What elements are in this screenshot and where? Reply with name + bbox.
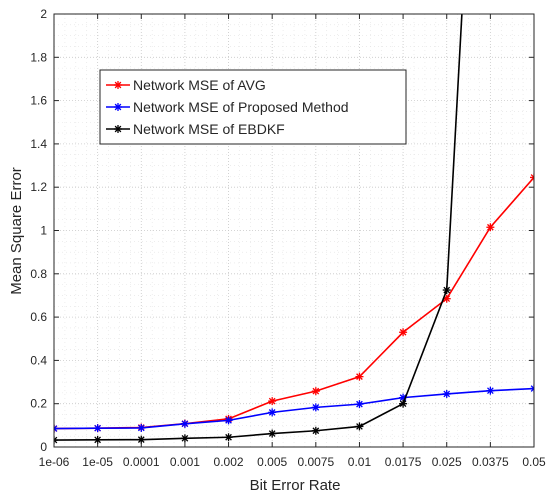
legend-label: Network MSE of Proposed Method — [133, 99, 349, 115]
x-tick-label: 0.0375 — [472, 455, 509, 469]
data-point-network-mse-of-proposed-method — [311, 403, 320, 412]
y-tick-label: 1 — [40, 224, 47, 238]
x-tick-label: 0.0001 — [123, 455, 160, 469]
y-tick-label: 1.6 — [30, 94, 47, 108]
y-tick-label: 0.4 — [30, 353, 47, 367]
data-point-network-mse-of-proposed-method — [137, 423, 146, 432]
y-tick-label: 0.2 — [30, 397, 47, 411]
data-point-network-mse-of-avg — [399, 328, 408, 337]
data-point-network-mse-of-ebdkf — [137, 435, 146, 444]
legend: Network MSE of AVG Network MSE of Propose… — [99, 69, 407, 145]
x-tick-label: 0.0075 — [297, 455, 334, 469]
legend-label: Network MSE of AVG — [133, 77, 266, 93]
data-point-network-mse-of-proposed-method — [530, 384, 534, 393]
data-point-network-mse-of-proposed-method — [224, 416, 233, 425]
data-point-network-mse-of-ebdkf — [311, 426, 320, 435]
data-point-network-mse-of-proposed-method — [486, 386, 495, 395]
data-point-network-mse-of-proposed-method — [355, 400, 364, 409]
data-point-network-mse-of-proposed-method — [442, 389, 451, 398]
y-tick-label: 0.6 — [30, 310, 47, 324]
x-tick-labels: 1e-06 1e-05 0.0001 0.001 0.002 0.005 0.0075 0.0… — [39, 455, 546, 469]
legend-marker — [114, 125, 122, 133]
x-tick-label: 0.001 — [170, 455, 200, 469]
series-network-mse-of-ebdkf — [54, 14, 463, 445]
series-network-mse-of-proposed-method — [54, 384, 534, 433]
legend-item: Network MSE of EBDKF — [106, 121, 285, 137]
data-point-network-mse-of-ebdkf — [399, 399, 408, 408]
data-point-network-mse-of-proposed-method — [54, 424, 58, 433]
y-tick-label: 2 — [40, 7, 47, 21]
legend-marker — [114, 103, 122, 111]
data-point-network-mse-of-ebdkf — [180, 434, 189, 443]
data-point-network-mse-of-avg — [311, 387, 320, 396]
y-tick-labels: 0 0.2 0.4 0.6 0.8 1 1.2 1.4 1.6 1.8 2 — [30, 7, 47, 454]
data-point-network-mse-of-ebdkf — [442, 286, 451, 295]
data-point-network-mse-of-ebdkf — [268, 429, 277, 438]
y-tick-label: 1.2 — [30, 180, 47, 194]
series-line-network-mse-of-proposed-method — [54, 387, 534, 430]
axes — [53, 13, 535, 448]
x-tick-label: 0.005 — [257, 455, 287, 469]
data-point-network-mse-of-avg — [530, 173, 534, 182]
y-tick-label: 1.4 — [30, 137, 47, 151]
data-point-network-mse-of-avg — [268, 397, 277, 406]
x-tick-label: 0.025 — [432, 455, 462, 469]
x-tick-label: 0.01 — [348, 455, 372, 469]
y-tick-label: 0 — [40, 440, 47, 454]
x-tick-label: 0.002 — [214, 455, 244, 469]
legend-item: Network MSE of Proposed Method — [106, 99, 349, 115]
data-point-network-mse-of-proposed-method — [268, 408, 277, 417]
y-tick-label: 0.8 — [30, 267, 47, 281]
series-layer — [54, 14, 534, 445]
x-tick-label: 1e-05 — [82, 455, 113, 469]
x-tick-label: 0.05 — [522, 455, 546, 469]
legend-item: Network MSE of AVG — [106, 77, 266, 93]
data-point-network-mse-of-ebdkf — [54, 436, 58, 445]
y-axis-title: Mean Square Error — [8, 167, 25, 295]
data-point-network-mse-of-avg — [486, 223, 495, 232]
data-point-network-mse-of-proposed-method — [93, 424, 102, 433]
x-tick-label: 0.0175 — [385, 455, 422, 469]
legend-box — [99, 69, 407, 145]
x-axis-title: Bit Error Rate — [250, 477, 341, 494]
legend-marker — [114, 81, 122, 89]
legend-label: Network MSE of EBDKF — [133, 121, 285, 137]
data-point-network-mse-of-ebdkf — [224, 433, 233, 442]
data-point-network-mse-of-proposed-method — [180, 419, 189, 428]
data-point-network-mse-of-ebdkf — [355, 422, 364, 431]
x-tick-label: 1e-06 — [39, 455, 70, 469]
data-point-network-mse-of-avg — [355, 372, 364, 381]
y-tick-label: 1.8 — [30, 50, 47, 64]
